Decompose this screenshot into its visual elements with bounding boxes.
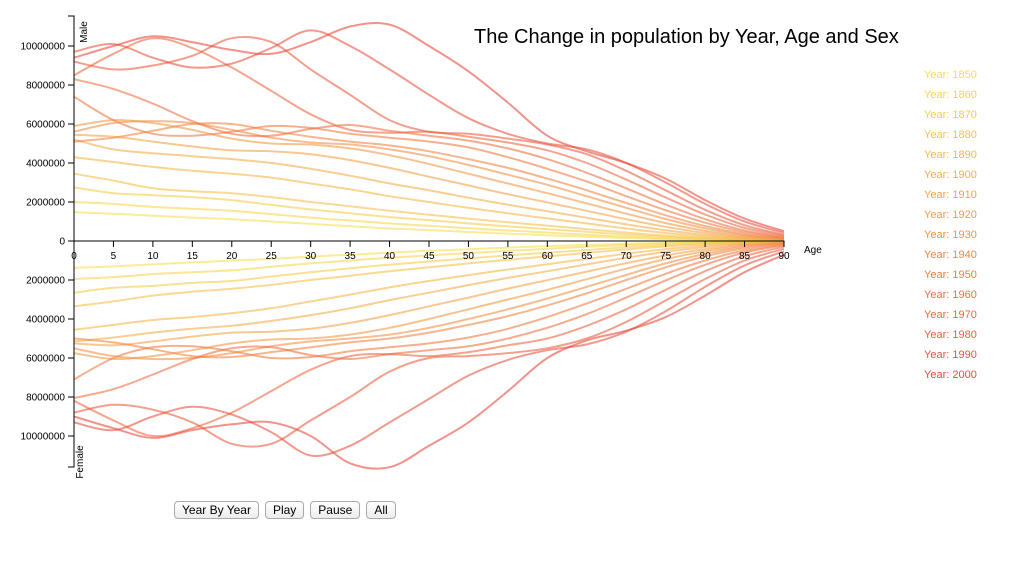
x-tick-label: 45 [423,251,435,262]
series-line-female-7 [73,241,785,361]
y-tick-label: 6000000 [26,120,65,131]
y-tick-label: 4000000 [26,315,65,326]
series-line-male-3 [73,172,785,242]
x-tick-label: 20 [226,251,238,262]
legend-entry: Year: 1890 [924,149,977,161]
x-tick-label: 85 [739,251,751,262]
x-tick-label: 50 [463,251,475,262]
series-line-male-4 [73,156,785,242]
x-tick-label: 55 [502,251,514,262]
series-line-male-11 [73,78,785,239]
series-line-male-12 [73,37,785,237]
series-line-female-5 [73,241,785,343]
y-label-female: Female [75,445,86,479]
x-tick-label: 10 [147,251,159,262]
x-tick-label: 65 [581,251,593,262]
series-line-male-9 [73,122,785,240]
series-line-male-2 [73,186,785,242]
series-line-female-4 [73,240,785,331]
legend-entry: Year: 1930 [924,229,977,241]
series-line-male-8 [73,120,785,240]
x-tick-label: 60 [542,251,554,262]
series-line-female-14 [73,250,785,457]
x-tick-label: 30 [305,251,317,262]
legend-entry: Year: 1850 [924,69,977,81]
series-lines [73,21,785,470]
legend-entry: Year: 1870 [924,109,977,121]
y-tick-label: 6000000 [26,354,65,365]
legend-entry: Year: 1880 [924,129,977,141]
legend-entry: Year: 1970 [924,309,977,321]
series-line-male-10 [73,95,785,239]
x-axis-label: Age [804,245,822,256]
series-line-female-6 [73,241,785,347]
series-line-male-1 [73,201,785,242]
x-tick-label: 15 [187,251,199,262]
series-line-female-15 [73,253,785,470]
x-axis: 0 5 10 15 20 25 30 35 40 45 50 55 60 65 70 75 80 85 90 [71,240,790,262]
legend-entry: Year: 1960 [924,289,977,301]
series-line-female-12 [73,245,785,438]
x-tick-label: 0 [71,251,77,262]
series-line-male-6 [73,133,785,241]
y-tick-label: 8000000 [26,393,65,404]
y-tick-label: 2000000 [26,198,65,209]
y-tick-label: 4000000 [26,159,65,170]
series-line-male-5 [73,138,785,241]
chart-title: The Change in population by Year, Age an… [474,26,899,48]
series-line-male-14 [73,29,785,234]
legend-entry: Year: 1980 [924,329,977,341]
legend-entry: Year: 1940 [924,249,977,261]
legend-entry: Year: 1920 [924,209,977,221]
x-tick-label: 35 [345,251,357,262]
legend-entry: Year: 1950 [924,269,977,281]
y-tick-label: 2000000 [26,276,65,287]
x-tick-label: 90 [778,251,790,262]
play-button[interactable]: Play [264,501,305,519]
controls-bar: Year By Year Play Pause All [174,501,396,519]
x-tick-label: 40 [384,251,396,262]
y-axis: 10000000 8000000 6000000 4000000 2000000 0 200… [21,15,75,468]
legend: Year: 1850 Year: 1860 Year: 1870 Year: 1880… [924,69,977,381]
series-line-male-15 [73,21,785,233]
legend-entry: Year: 1900 [924,169,977,181]
x-tick-label: 80 [700,251,712,262]
all-button[interactable]: All [366,501,396,519]
y-tick-label: 10000000 [21,432,66,443]
legend-entry: Year: 1910 [924,189,977,201]
y-tick-label: 0 [59,237,65,248]
x-tick-label: 75 [660,251,672,262]
legend-entry: Year: 1990 [924,349,977,361]
legend-entry: Year: 2000 [924,369,977,381]
series-line-female-9 [73,242,785,359]
series-line-female-11 [73,244,785,399]
legend-entry: Year: 1860 [924,89,977,101]
pause-button[interactable]: Pause [310,501,361,519]
y-tick-label: 10000000 [21,42,66,53]
series-line-female-10 [73,243,785,381]
x-tick-label: 5 [111,251,117,262]
x-tick-label: 25 [266,251,278,262]
y-tick-label: 8000000 [26,81,65,92]
series-line-male-7 [73,119,785,241]
series-line-male-13 [73,36,785,236]
series-line-female-13 [73,247,785,448]
x-tick-label: 70 [621,251,633,262]
year-by-year-button[interactable]: Year By Year [174,501,259,519]
y-label-male: Male [79,21,90,43]
